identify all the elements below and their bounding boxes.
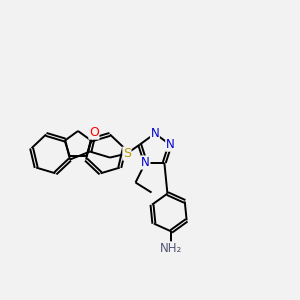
Text: N: N xyxy=(151,127,159,140)
Text: N: N xyxy=(166,138,175,151)
Text: NH₂: NH₂ xyxy=(160,242,182,255)
Text: S: S xyxy=(123,147,131,160)
Text: O: O xyxy=(89,126,99,139)
Text: N: N xyxy=(141,156,150,169)
